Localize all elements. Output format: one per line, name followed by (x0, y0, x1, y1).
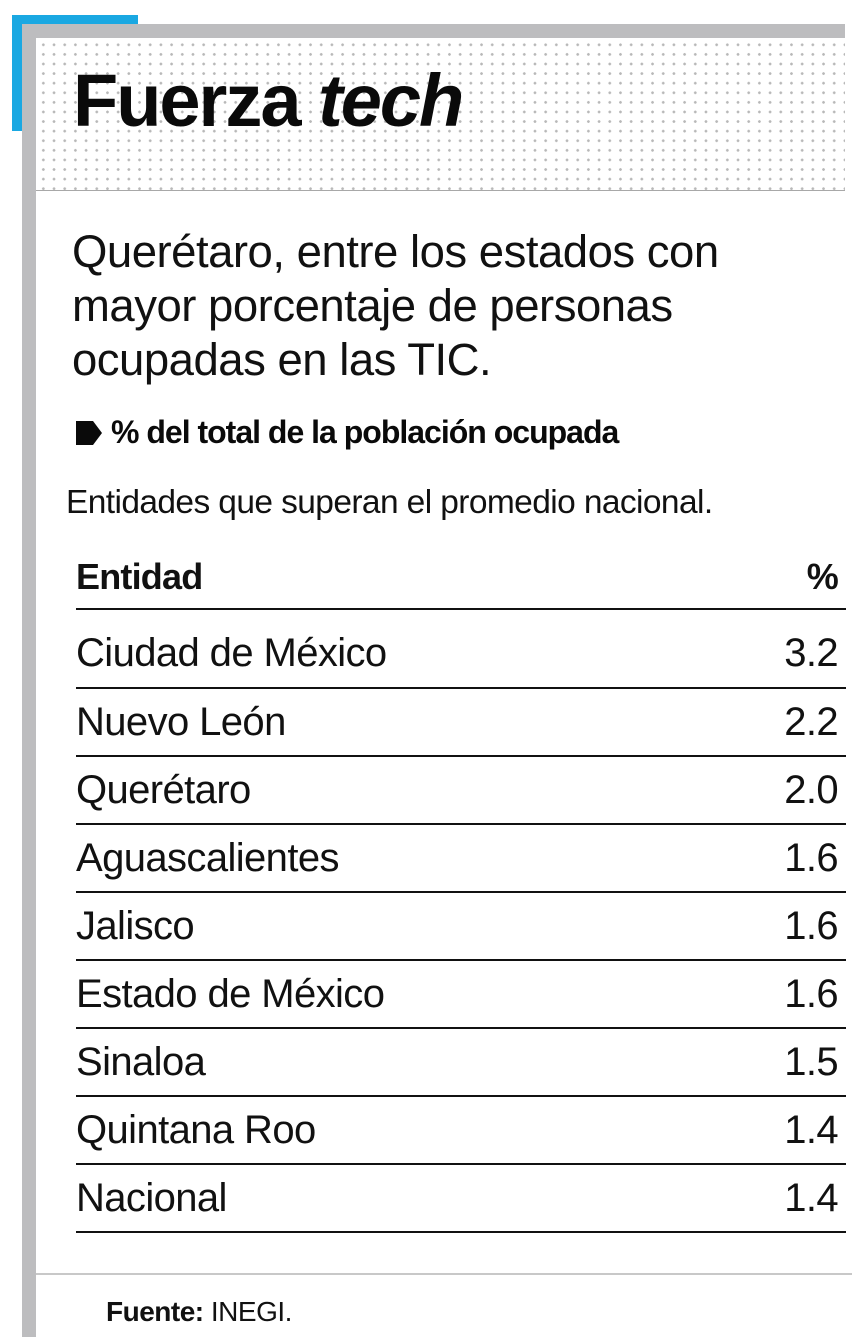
row-valor: 2.0 (784, 767, 838, 812)
row-entidad: Ciudad de México (76, 631, 387, 675)
note-text: Entidades que superan el promedio nacion… (66, 484, 713, 521)
arrow-marker-icon (76, 420, 102, 445)
row-entidad: Quintana Roo (76, 1107, 316, 1152)
unit-label-text: % del total de la población ocupada (111, 414, 619, 450)
page-title: Fuerza tech (73, 64, 464, 138)
row-entidad: Jalisco (76, 903, 195, 948)
row-valor: 1.4 (784, 1107, 838, 1152)
column-header-entidad: Entidad (76, 556, 203, 597)
row-entidad: Sinaloa (76, 1039, 206, 1084)
title-main: Fuerza (73, 59, 302, 142)
table-row: Estado de México 1.6 (76, 961, 846, 1029)
row-entidad: Aguascalientes (76, 835, 339, 880)
table-row: Querétaro 2.0 (76, 757, 846, 825)
table-row: Aguascalientes 1.6 (76, 825, 846, 893)
table-row: Nacional 1.4 (76, 1165, 846, 1233)
subtitle: Querétaro, entre los estados con mayor p… (72, 226, 719, 385)
row-valor: 1.5 (784, 1039, 838, 1084)
row-valor: 1.4 (784, 1175, 838, 1220)
source-credit: Fuente: INEGI. (106, 1296, 292, 1328)
data-table: Entidad % Ciudad de México 3.2 Nuevo León… (76, 552, 846, 1233)
unit-label: % del total de la población ocupada (76, 414, 619, 451)
source-value: INEGI. (210, 1296, 293, 1327)
source-label: Fuente: (106, 1296, 204, 1327)
row-valor: 1.6 (784, 835, 838, 880)
table-body: Ciudad de México 3.2 Nuevo León 2.2 Querét… (76, 610, 846, 1233)
table-row: Quintana Roo 1.4 (76, 1097, 846, 1165)
row-valor: 2.2 (784, 699, 838, 744)
row-valor: 3.2 (784, 631, 838, 675)
frame-top-bar (22, 24, 845, 38)
table-row: Sinaloa 1.5 (76, 1029, 846, 1097)
row-entidad: Estado de México (76, 971, 385, 1016)
row-entidad: Nuevo León (76, 699, 286, 744)
dotted-header-background (36, 38, 845, 191)
table-row: Nuevo León 2.2 (76, 689, 846, 757)
row-valor: 1.6 (784, 971, 838, 1016)
table-row: Jalisco 1.6 (76, 893, 846, 961)
title-italic: tech (318, 59, 464, 142)
table-row: Ciudad de México 3.2 (76, 610, 846, 689)
column-header-percent: % (806, 556, 839, 597)
row-entidad: Querétaro (76, 767, 251, 812)
row-valor: 1.6 (784, 903, 838, 948)
row-entidad: Nacional (76, 1175, 227, 1220)
footer-divider (36, 1273, 852, 1275)
table-header: Entidad % (76, 552, 846, 610)
frame-left-bar (22, 24, 36, 1337)
